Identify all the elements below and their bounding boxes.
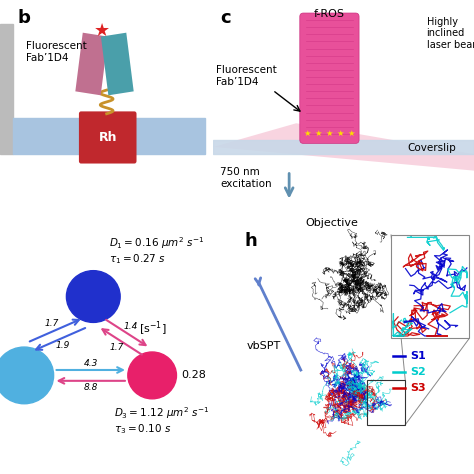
Text: ★: ★ xyxy=(347,129,355,138)
Text: c: c xyxy=(220,9,231,27)
Text: h: h xyxy=(244,232,257,250)
Text: f-ROS: f-ROS xyxy=(314,9,345,19)
FancyBboxPatch shape xyxy=(300,13,359,143)
Text: Coverslip: Coverslip xyxy=(408,143,456,153)
Text: $D_1 = 0.16\ \mu m^2\ s^{-1}$: $D_1 = 0.16\ \mu m^2\ s^{-1}$ xyxy=(109,235,204,251)
Text: $\tau_3 = 0.10\ s$: $\tau_3 = 0.10\ s$ xyxy=(114,422,171,436)
Text: 4.3: 4.3 xyxy=(83,359,98,367)
Polygon shape xyxy=(213,123,474,171)
FancyBboxPatch shape xyxy=(79,111,137,164)
Text: 1.9: 1.9 xyxy=(55,341,70,350)
Circle shape xyxy=(66,271,120,322)
Bar xyxy=(0,24,13,154)
Text: [s$^{-1}$]: [s$^{-1}$] xyxy=(139,319,167,338)
Text: $\tau_1 = 0.27\ s$: $\tau_1 = 0.27\ s$ xyxy=(109,252,165,266)
Text: 1.7: 1.7 xyxy=(109,343,124,352)
Text: 1.7: 1.7 xyxy=(45,319,59,328)
Text: Objective: Objective xyxy=(305,218,358,228)
Text: 8.8: 8.8 xyxy=(83,383,98,392)
Text: S2: S2 xyxy=(410,367,426,377)
Text: 750 nm
excitation: 750 nm excitation xyxy=(220,167,272,189)
Text: Fluorescent
Fab’1D4: Fluorescent Fab’1D4 xyxy=(26,41,86,63)
Text: vbSPT: vbSPT xyxy=(246,341,281,351)
Text: $D_3 = 1.12\ \mu m^2\ s^{-1}$: $D_3 = 1.12\ \mu m^2\ s^{-1}$ xyxy=(114,405,210,421)
Text: ★: ★ xyxy=(303,129,310,138)
Text: ★: ★ xyxy=(94,22,110,40)
Text: b: b xyxy=(17,9,30,27)
Circle shape xyxy=(128,352,176,399)
Text: Rh: Rh xyxy=(99,131,117,144)
Text: ★: ★ xyxy=(336,129,344,138)
Bar xyxy=(367,380,405,425)
Bar xyxy=(391,235,469,338)
Text: ★: ★ xyxy=(325,129,333,138)
Bar xyxy=(213,140,474,154)
Text: S3: S3 xyxy=(410,383,426,393)
Bar xyxy=(13,118,205,154)
Text: S1: S1 xyxy=(410,351,426,361)
Text: Fluorescent
Fab’1D4: Fluorescent Fab’1D4 xyxy=(216,65,276,87)
Polygon shape xyxy=(101,33,134,95)
Circle shape xyxy=(0,347,54,404)
Polygon shape xyxy=(75,33,108,95)
Text: 1.4: 1.4 xyxy=(124,322,138,331)
Text: 0.28: 0.28 xyxy=(182,370,207,381)
Text: ★: ★ xyxy=(314,129,322,138)
Text: Highly
inclined
laser beam: Highly inclined laser beam xyxy=(427,17,474,50)
